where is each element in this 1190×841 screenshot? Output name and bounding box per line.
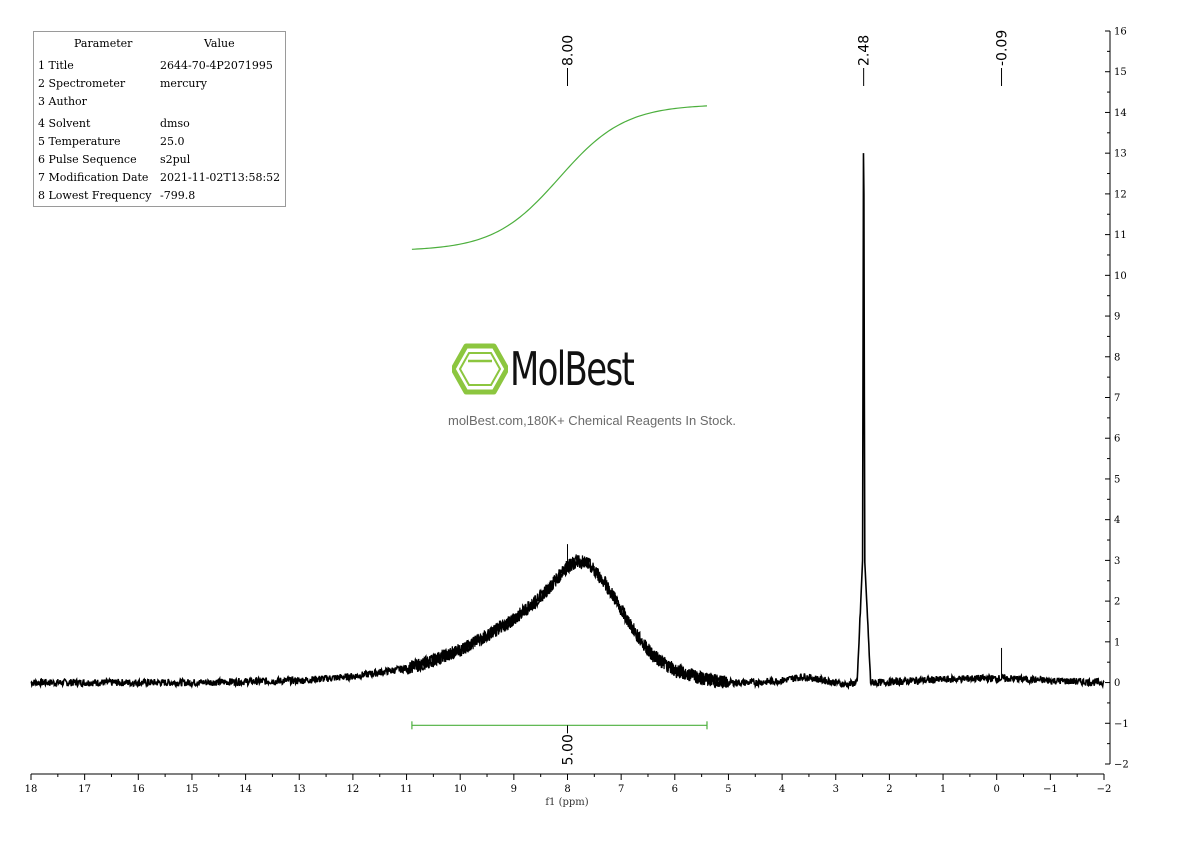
x-axis: 18 17 16 15 14 13 12 11 10 9 8 7 6 5 4 3 2 1 0 −1 −2 [25,773,1112,795]
y-tick-label: 10 [1114,271,1127,282]
parameter-value: 2021-11-02T13:58:52 [160,171,281,184]
y-tick-label: 7 [1114,393,1120,404]
benzene-logo-icon [452,343,508,395]
parameter-name: 7 Modification Date [38,171,149,184]
parameter-name: 3 Author [38,95,87,108]
peak-label: 2.48 [857,35,873,66]
x-tick-label: 6 [672,784,678,795]
integral-curve [411,105,708,250]
parameter-value: dmso [160,117,190,130]
y-tick-label: 12 [1114,189,1127,200]
x-tick-label: 17 [78,784,91,795]
y-tick-label: −2 [1114,760,1129,771]
y-tick-label: 9 [1114,312,1120,323]
x-tick-label: 10 [454,784,467,795]
y-tick-label: 0 [1114,678,1120,689]
parameter-name: 1 Title [38,59,74,72]
x-tick-label: 0 [994,784,1000,795]
y-tick-label: 1 [1114,637,1120,648]
x-tick-label: 5 [725,784,731,795]
x-tick-label: 14 [239,784,252,795]
x-tick-label: −2 [1097,784,1112,795]
peak-label: 8.00 [561,35,577,66]
x-tick-label: 8 [564,784,570,795]
parameter-value: s2pul [160,153,191,166]
value-header: Value [204,37,235,50]
y-tick-label: 11 [1114,230,1127,241]
y-tick-label: 3 [1114,556,1120,567]
y-tick-label: 15 [1114,67,1127,78]
parameter-table: Parameter Value 1 Title 2644-70-4P207199… [33,31,286,207]
x-tick-label: 1 [940,784,946,795]
x-tick-label: 18 [25,784,38,795]
y-tick-label: 14 [1114,108,1127,119]
integral-layer: 5.00 [411,105,708,765]
y-tick-label: 2 [1114,597,1120,608]
peak-labels: 8.00 2.48 -0.09 [561,30,1011,86]
parameter-name: 5 Temperature [38,135,121,148]
parameter-name: 8 Lowest Frequency [38,189,152,202]
x-tick-label: 3 [833,784,839,795]
parameter-name: 6 Pulse Sequence [38,153,137,166]
parameter-value: 2644-70-4P2071995 [160,59,273,72]
x-tick-label: 12 [347,784,360,795]
spectrum-trace [30,153,1105,690]
x-tick-label: 2 [886,784,892,795]
integral-value-label: 5.00 [561,734,577,765]
parameter-value: 25.0 [160,135,185,148]
y-tick-label: 16 [1114,27,1127,38]
parameter-name: 4 Solvent [38,117,91,130]
y-tick-label: 6 [1114,434,1120,445]
y-tick-label: 5 [1114,474,1120,485]
x-tick-label: 11 [400,784,413,795]
parameter-header: Parameter [74,37,133,50]
y-tick-label: 8 [1114,352,1120,363]
peak-label: -0.09 [995,30,1011,66]
x-axis-label: f1 (ppm) [545,797,588,808]
x-tick-label: 4 [779,784,785,795]
molbest-logo: MolBest [452,342,672,402]
x-tick-label: 13 [293,784,306,795]
parameter-value: -799.8 [160,189,196,202]
x-tick-label: 16 [132,784,145,795]
y-tick-label: 4 [1114,515,1120,526]
parameter-name: 2 Spectrometer [38,77,126,90]
x-tick-label: 9 [511,784,517,795]
y-tick-label: −1 [1114,719,1129,730]
x-tick-label: 15 [186,784,199,795]
x-tick-label: −1 [1043,784,1058,795]
brand-name: MolBest [510,342,635,396]
x-tick-label: 7 [618,784,624,795]
watermark-tagline: molBest.com,180K+ Chemical Reagents In S… [448,413,736,428]
spectrum-hump-noise [411,554,730,689]
y-tick-label: 13 [1114,149,1127,160]
parameter-value: mercury [160,77,207,90]
